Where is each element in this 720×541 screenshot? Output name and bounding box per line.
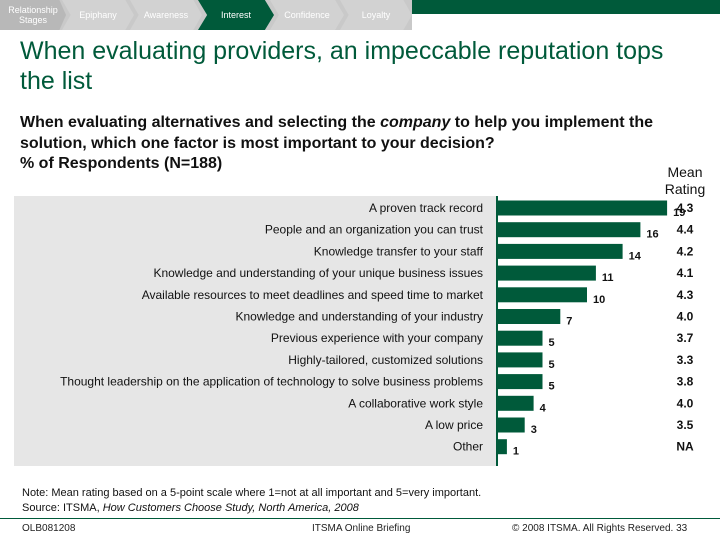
footnote-mean-rating: Note: Mean rating based on a 5-point sca… bbox=[22, 487, 482, 499]
category-label: A low price bbox=[425, 418, 483, 432]
bar bbox=[498, 243, 623, 259]
mean-rating-value: 3.5 bbox=[677, 418, 694, 432]
category-label: Other bbox=[453, 440, 483, 454]
stage-navigation: Relationship Stages Epiphany Awareness I… bbox=[0, 0, 720, 30]
category-label: Thought leadership on the application of… bbox=[60, 375, 483, 389]
category-label: Highly-tailored, customized solutions bbox=[288, 353, 483, 367]
question-emphasis: company bbox=[380, 114, 451, 131]
value-label: 14 bbox=[629, 250, 642, 262]
category-label: A collaborative work style bbox=[348, 396, 483, 410]
bar-axis-line bbox=[496, 196, 498, 466]
value-label: 3 bbox=[531, 424, 537, 436]
category-label: Previous experience with your company bbox=[271, 331, 483, 345]
bar bbox=[498, 439, 507, 455]
bar bbox=[498, 265, 596, 281]
footer-center: ITSMA Online Briefing bbox=[312, 523, 411, 534]
respondents-label: % of Respondents (N=188) bbox=[20, 155, 223, 172]
nav-stage-confidence[interactable]: Confidence bbox=[270, 0, 344, 30]
nav-label: Relationship Stages bbox=[0, 0, 66, 30]
mean-rating-value: 3.8 bbox=[677, 375, 694, 389]
nav-accent-bar bbox=[412, 0, 720, 14]
bar bbox=[498, 330, 543, 346]
value-label: 10 bbox=[593, 294, 605, 306]
nav-stage-label: Loyalty bbox=[361, 10, 391, 20]
value-label: 11 bbox=[602, 272, 614, 284]
value-label: 5 bbox=[549, 337, 555, 349]
nav-stage-epiphany[interactable]: Epiphany bbox=[62, 0, 134, 30]
mean-rating-value: 4.0 bbox=[677, 310, 694, 324]
category-label: People and an organization you can trust bbox=[265, 223, 484, 237]
category-label: A proven track record bbox=[369, 201, 483, 215]
bar bbox=[498, 374, 543, 390]
mean-rating-header: Mean Rating bbox=[664, 164, 706, 197]
category-label: Available resources to meet deadlines an… bbox=[142, 288, 484, 302]
category-label: Knowledge transfer to your staff bbox=[314, 244, 484, 258]
value-label: 19 bbox=[673, 207, 685, 219]
slide-title: When evaluating providers, an impeccable… bbox=[20, 37, 664, 95]
nav-label-text: Relationship Stages bbox=[8, 5, 58, 25]
value-label: 4 bbox=[540, 402, 547, 414]
bar bbox=[498, 222, 641, 238]
nav-stage-awareness[interactable]: Awareness bbox=[130, 0, 202, 30]
value-label: 1 bbox=[513, 446, 519, 458]
question-part1: When evaluating alternatives and selecti… bbox=[20, 114, 381, 131]
footer-bar bbox=[0, 518, 720, 541]
mean-rating-value: 4.3 bbox=[677, 288, 694, 302]
footer-code: OLB081208 bbox=[22, 523, 76, 534]
bar bbox=[498, 200, 668, 216]
nav-stage-label: Awareness bbox=[143, 10, 189, 20]
question-part2: to help you implement the solution, whic… bbox=[20, 114, 654, 152]
plot-background bbox=[14, 196, 498, 466]
bar bbox=[498, 417, 525, 433]
bar bbox=[498, 395, 534, 411]
mean-rating-value: 3.3 bbox=[677, 353, 694, 367]
bar bbox=[498, 287, 587, 303]
value-label: 5 bbox=[549, 359, 555, 371]
source-title: How Customers Choose Study, North Americ… bbox=[102, 502, 359, 514]
nav-stage-interest[interactable]: Interest bbox=[198, 0, 274, 30]
mean-rating-value: NA bbox=[676, 440, 694, 454]
value-label: 16 bbox=[646, 229, 658, 241]
source-prefix: Source: ITSMA, bbox=[22, 502, 103, 514]
bar bbox=[498, 309, 561, 324]
footnote: Note: Mean rating based on a 5-point sca… bbox=[22, 486, 481, 516]
mean-rating-value: 4.1 bbox=[677, 266, 694, 280]
mean-rating-value: 3.7 bbox=[677, 331, 694, 345]
mean-rating-value: 4.0 bbox=[677, 396, 694, 410]
footnote-source: Source: ITSMA, How Customers Choose Stud… bbox=[22, 501, 481, 516]
question-text: When evaluating alternatives and selecti… bbox=[20, 112, 710, 154]
nav-stage-label: Epiphany bbox=[79, 10, 117, 20]
bar bbox=[498, 352, 543, 368]
mean-rating-value: 4.2 bbox=[677, 244, 694, 258]
mean-rating-value: 4.3 bbox=[677, 201, 694, 215]
nav-stage-label: Confidence bbox=[284, 10, 330, 20]
value-label: 5 bbox=[549, 381, 555, 393]
category-label: Knowledge and understanding of your uniq… bbox=[153, 266, 483, 280]
footer-copyright: © 2008 ITSMA. All Rights Reserved. 33 bbox=[512, 523, 688, 534]
value-label: 7 bbox=[566, 316, 572, 328]
nav-stage-label: Interest bbox=[220, 10, 251, 20]
nav-stage-loyalty[interactable]: Loyalty bbox=[340, 0, 412, 30]
mean-rating-value: 4.4 bbox=[677, 223, 694, 237]
category-label: Knowledge and understanding of your indu… bbox=[236, 310, 484, 324]
